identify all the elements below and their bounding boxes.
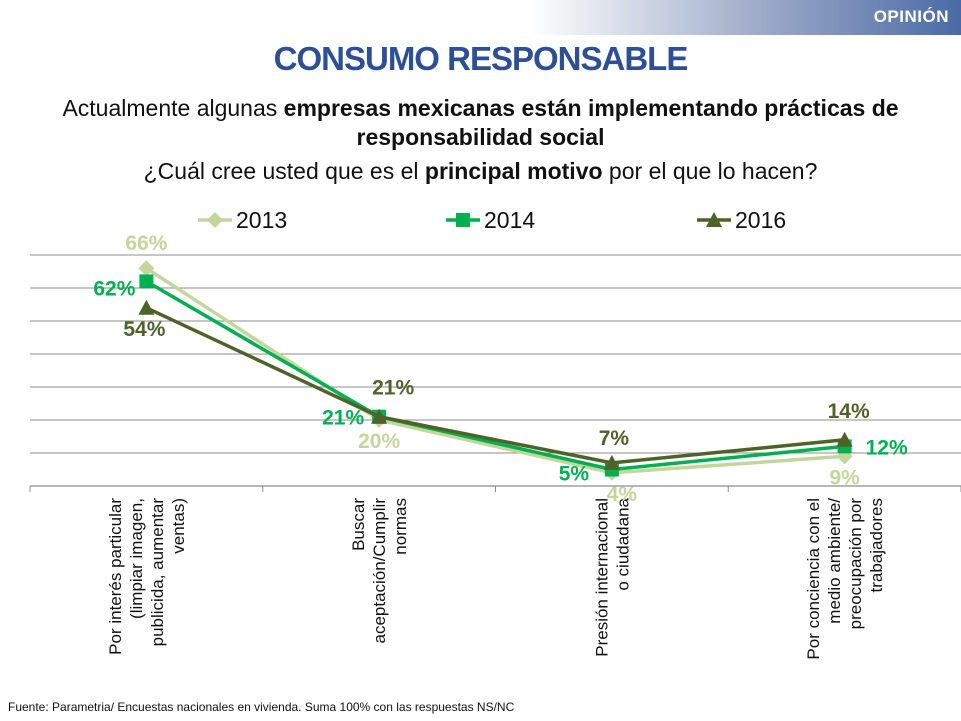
legend-item-2013: 2013: [198, 207, 287, 233]
legend-label: 2016: [735, 207, 786, 233]
page-title: CONSUMO RESPONSABLE: [273, 40, 689, 77]
series-line: [145, 266, 845, 475]
category-label-line: Por interés particular: [106, 498, 125, 655]
marker-triangle: [603, 454, 620, 470]
question-tail: por el que lo hacen?: [602, 158, 818, 184]
data-label: 9%: [829, 466, 860, 489]
category-label-line: medio ambiente/: [825, 498, 844, 624]
legend-label: 2014: [484, 207, 535, 233]
marker-diamond: [138, 260, 155, 277]
data-label: 7%: [599, 427, 630, 450]
legend-label: 2013: [236, 207, 287, 233]
data-label: 12%: [866, 436, 908, 459]
data-label: 66%: [125, 232, 167, 255]
data-label: 4%: [607, 483, 638, 506]
series-2016: [138, 299, 853, 470]
marker-square: [139, 274, 154, 289]
data-label: 21%: [372, 377, 414, 400]
category-label-line: Por conciencia con el: [804, 498, 823, 660]
category-label-line: ventas): [169, 498, 188, 554]
category-label-line: o ciudadana: [613, 497, 632, 590]
series-2013: [138, 260, 853, 481]
legend-item-2016: 2016: [697, 207, 786, 233]
category-label: Buscar aceptación/Cumplir normas: [349, 498, 410, 644]
data-label: 21%: [322, 407, 364, 430]
data-label: 5%: [559, 463, 590, 486]
data-label: 54%: [123, 318, 165, 341]
source-note: Fuente: Parametria/ Encuestas nacionales…: [8, 700, 515, 714]
marker-triangle: [706, 212, 722, 227]
series-line: [145, 279, 845, 472]
marker-triangle: [138, 299, 155, 315]
series-line: [145, 306, 845, 465]
data-label: 20%: [358, 430, 400, 453]
category-label-line: normas: [391, 498, 410, 555]
category-label-line: publicida, aumentar: [148, 498, 167, 647]
question-emphasis: principal motivo: [424, 158, 603, 184]
category-label-line: Presión internacional: [592, 498, 611, 657]
section-label: OPINIÓN: [873, 7, 949, 26]
category-label-line: aceptación/Cumplir: [370, 498, 389, 644]
category-label-line: preocupación por: [846, 498, 865, 630]
category-label: Presión internacional o ciudadana: [592, 497, 632, 656]
category-label-line: Buscar: [349, 498, 368, 551]
marker-triangle: [371, 408, 388, 424]
category-label-line: (limpiar imagen,: [127, 498, 146, 619]
question-lead: ¿Cuál cree usted que es el: [143, 158, 425, 184]
marker-square: [456, 213, 470, 227]
marker-triangle: [836, 431, 853, 447]
subtitle: Actualmente algunas empresas mexicanas e…: [30, 94, 931, 152]
marker-diamond: [207, 212, 223, 228]
survey-question: ¿Cuál cree usted que es el principal mot…: [0, 158, 961, 185]
data-label: 14%: [828, 400, 870, 423]
data-label: 62%: [93, 277, 135, 300]
category-label: Por interés particular (limpiar imagen, pu…: [106, 498, 188, 655]
category-label-line: trabajadores: [867, 498, 886, 593]
subtitle-lead: Actualmente algunas: [62, 95, 284, 121]
category-label: Por conciencia con el medio ambiente/preo…: [804, 498, 886, 660]
subtitle-emphasis: empresas mexicanas están implementando p…: [283, 95, 899, 150]
header-bar: OPINIÓN: [0, 0, 961, 35]
legend-item-2014: 2014: [446, 207, 535, 233]
